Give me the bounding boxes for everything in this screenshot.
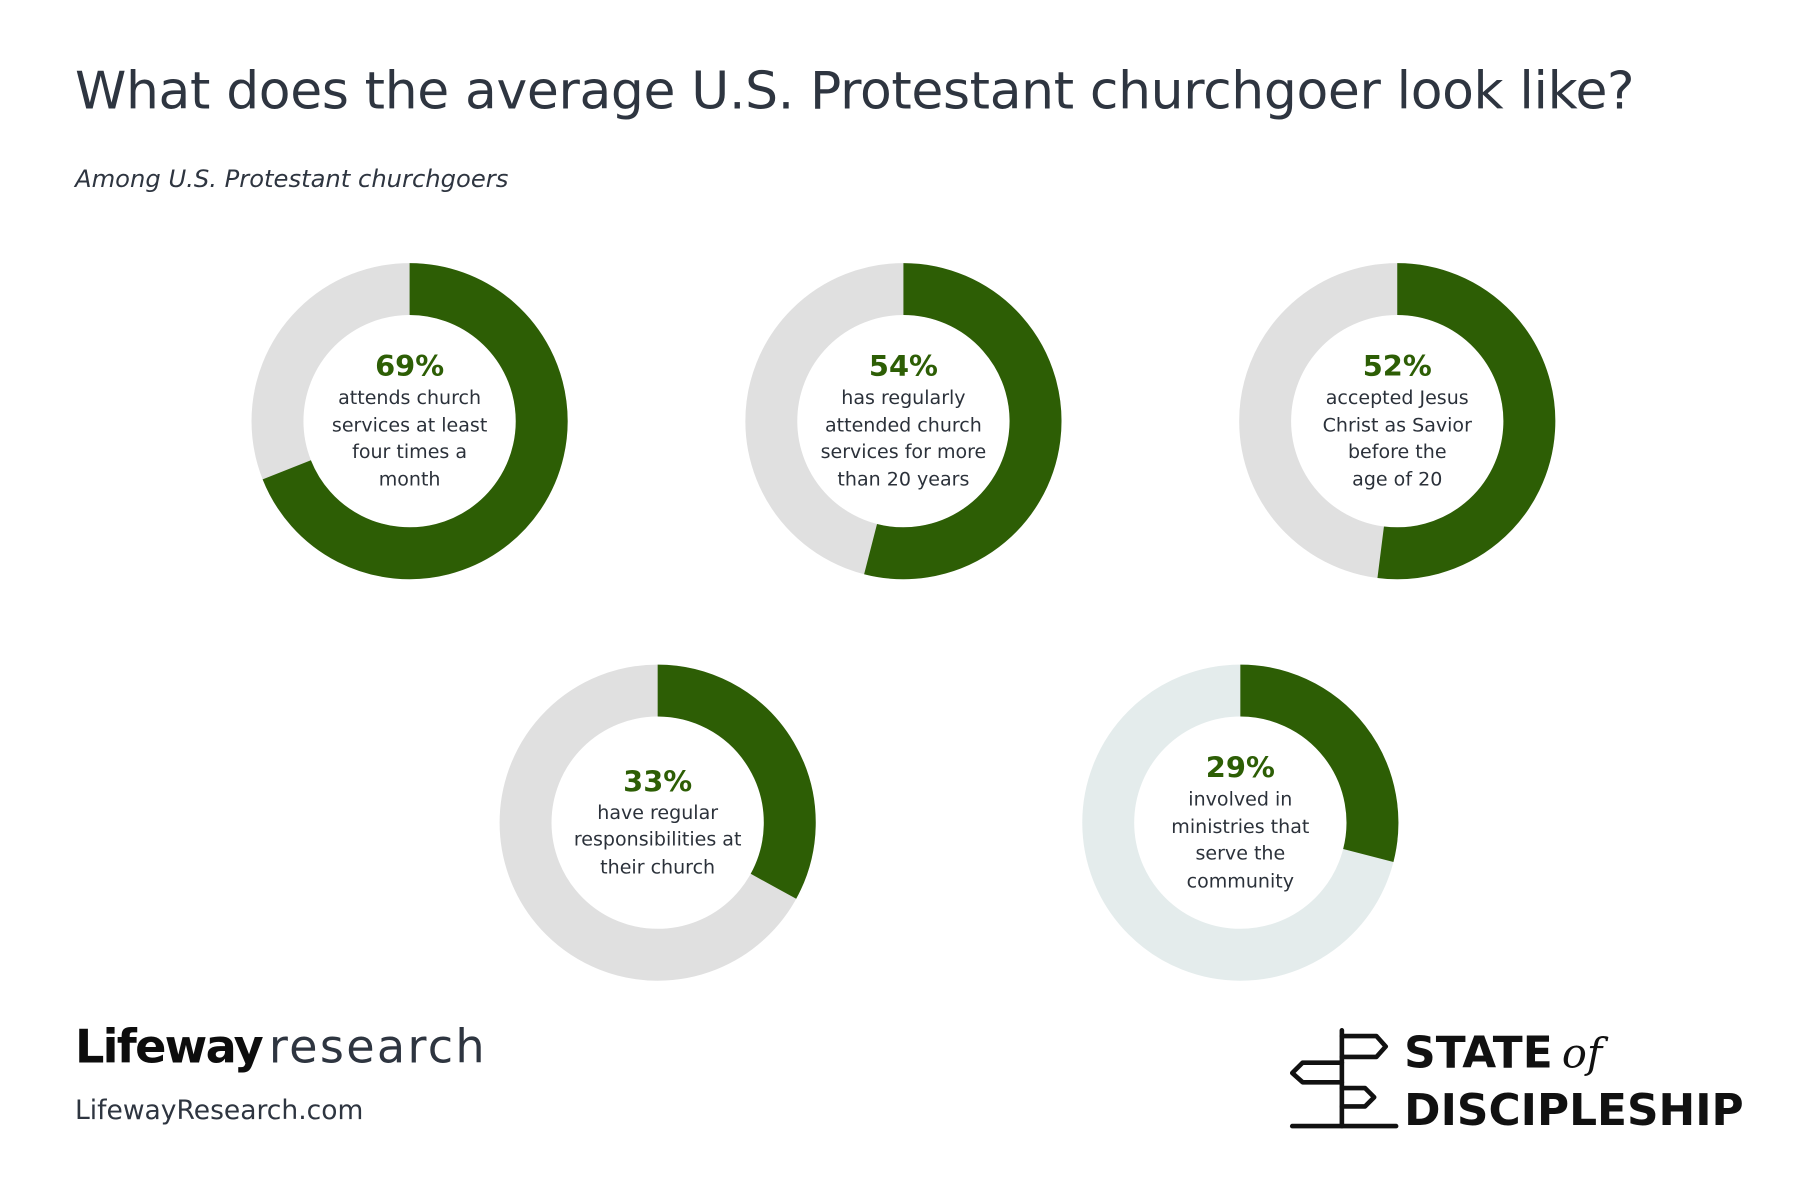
donut-label: 54% has regularly attended church services … bbox=[811, 350, 996, 493]
donut-description-line: Christ as Savior bbox=[1322, 413, 1472, 436]
donut-value-arc bbox=[1377, 263, 1556, 580]
donut-percent: 52% bbox=[1362, 349, 1432, 384]
logo-state: STATE bbox=[1404, 1026, 1553, 1078]
subtitle: Among U.S. Protestant churchgoers bbox=[74, 164, 509, 193]
donut-description-line: involved in bbox=[1188, 788, 1293, 810]
donut-value-arc bbox=[262, 263, 568, 580]
signpost-icon bbox=[1289, 1028, 1399, 1129]
donut-description-line: services for more bbox=[820, 440, 987, 463]
donut-percent: 33% bbox=[623, 764, 693, 799]
donut-label: 52% accepted Jesus Christ as Savior before … bbox=[1305, 350, 1490, 493]
donut-description-line: attends church bbox=[338, 386, 482, 409]
donut-description-line: age of 20 bbox=[1352, 467, 1443, 490]
donut-description-line: attended church bbox=[824, 413, 982, 436]
website-link[interactable]: LifewayResearch.com bbox=[74, 1096, 364, 1127]
donut-description-line: community bbox=[1186, 869, 1295, 892]
donut-percent: 29% bbox=[1205, 751, 1275, 785]
logo-discipleship: DISCIPLESHIP bbox=[1404, 1084, 1744, 1136]
donut-description-line: accepted Jesus bbox=[1325, 386, 1469, 409]
logo-of: of bbox=[1561, 1030, 1603, 1078]
donut-value-arc bbox=[656, 664, 816, 899]
donut-description-line: have regular bbox=[597, 801, 719, 824]
donut-percent: 69% bbox=[375, 349, 445, 384]
donut-label: 29% involved in ministries that serve the co… bbox=[1148, 751, 1333, 894]
donut-description-line: four times a bbox=[352, 440, 468, 463]
donut-label: 69% attends church services at least four t… bbox=[317, 350, 502, 493]
research-wordmark: research bbox=[268, 1021, 487, 1075]
donut-description-line: has regularly bbox=[841, 386, 966, 409]
donut-description-line: before the bbox=[1347, 440, 1447, 463]
donut-description-line: ministries that bbox=[1171, 815, 1310, 838]
donut-description-line: their church bbox=[600, 855, 716, 878]
donut-value-arc bbox=[1239, 664, 1399, 862]
donut-description-line: month bbox=[378, 467, 441, 490]
donut-description-line: responsibilities at bbox=[573, 828, 742, 851]
donut-description-line: serve the bbox=[1195, 842, 1286, 865]
donut-description-line: services at least bbox=[331, 413, 488, 436]
lifeway-brand: Lifeway bbox=[74, 1021, 264, 1075]
page-title: What does the average U.S. Protestant ch… bbox=[74, 59, 1635, 122]
donut-value-arc bbox=[864, 263, 1062, 580]
donut-percent: 54% bbox=[868, 349, 938, 384]
lifeway-research-logo: Lifeway research bbox=[75, 1021, 487, 1074]
donut-description-line: than 20 years bbox=[837, 467, 970, 490]
donut-label: 33% have regular responsibilities at their … bbox=[565, 765, 750, 881]
